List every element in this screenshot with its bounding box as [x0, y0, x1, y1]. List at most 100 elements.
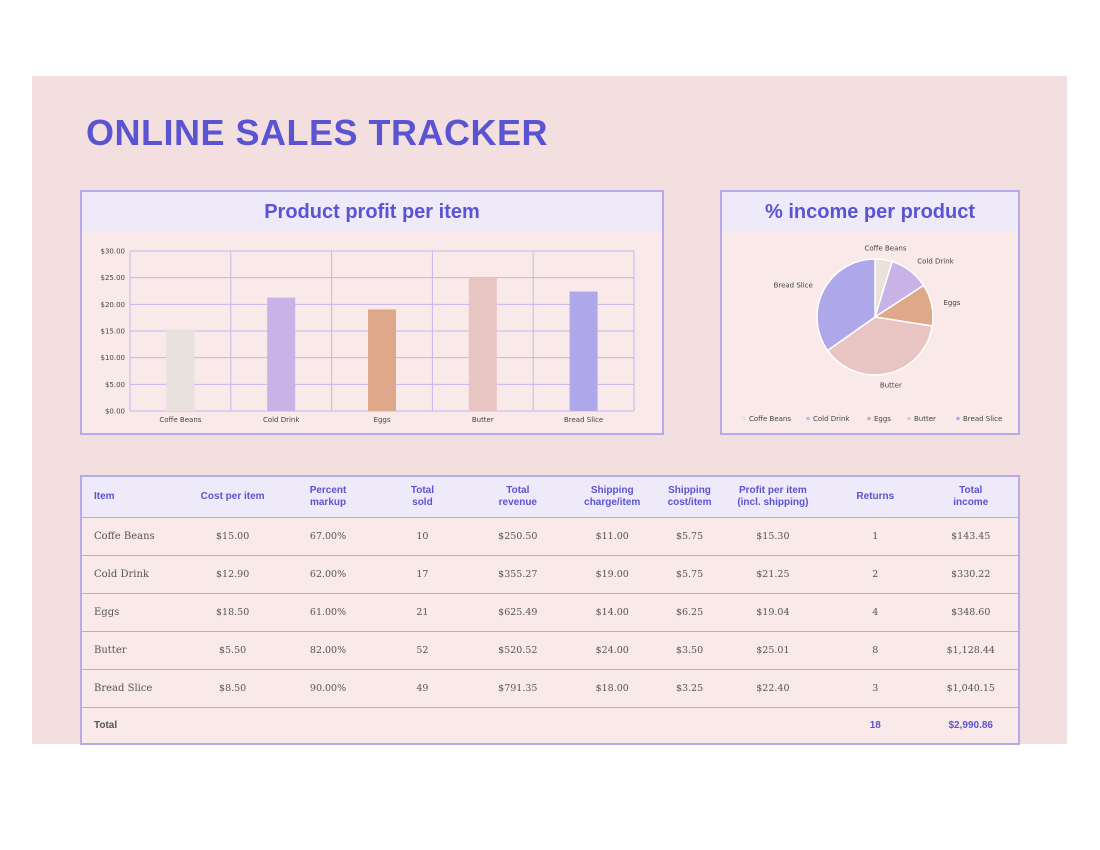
x-tick-label: Coffe Beans — [159, 416, 201, 424]
table-cell: $14.00 — [595, 606, 629, 618]
column-header: Item — [82, 477, 182, 517]
column-header-text: Total — [410, 484, 434, 496]
column-header: Total sold — [373, 477, 471, 517]
y-tick-label: $5.00 — [105, 381, 125, 389]
table-cell: $12.90 — [216, 568, 250, 580]
column-header-text: revenue — [498, 496, 537, 508]
bar — [368, 309, 396, 411]
table-cell: 17 — [416, 568, 429, 580]
legend-label: Bread Slice — [963, 415, 1002, 423]
x-tick-label: Butter — [472, 416, 494, 424]
table-row: Coffe Beans $15.00 67.00% 10 $250.50 $11.00 $5… — [82, 517, 1018, 555]
bar-chart: $0.00 $5.00 $10.00 $15.00 $20.00 $25.00 $30.00… — [101, 248, 635, 424]
x-tick-label: Cold Drink — [263, 416, 300, 424]
legend-label: Coffe Beans — [749, 415, 791, 423]
table-cell: $348.60 — [951, 606, 991, 618]
table-cell: 82.00% — [309, 644, 347, 656]
column-header-text: Item — [94, 490, 115, 502]
table-cell: 21 — [416, 606, 429, 618]
item-name: Eggs — [94, 606, 120, 618]
column-header-text: Percent — [309, 484, 347, 496]
table-cell: $5.75 — [675, 568, 704, 580]
column-header-text: charge/item — [584, 496, 641, 508]
item-name: Bread Slice — [94, 682, 153, 694]
table-total-row: Total 18 $2,990.86 — [82, 707, 1018, 744]
bar — [468, 277, 497, 411]
table-cell: 2 — [872, 568, 879, 580]
y-tick-label: $10.00 — [101, 354, 126, 362]
table-cell: 67.00% — [309, 530, 347, 542]
pie-slice-label: Coffe Beans — [864, 244, 906, 252]
bar — [166, 329, 195, 411]
table-cell: $15.30 — [756, 530, 790, 542]
column-header-text: Total — [506, 484, 530, 496]
table-cell: 3 — [872, 682, 879, 694]
column-header: Total income — [924, 477, 1018, 517]
legend-label: Cold Drink — [813, 415, 850, 423]
column-header: Shipping cost/item — [660, 477, 718, 517]
table-cell: $22.40 — [756, 682, 790, 694]
item-name: Cold Drink — [94, 568, 149, 580]
column-header: Profit per item (incl. shipping) — [719, 477, 827, 517]
column-header-text: Shipping — [590, 484, 634, 496]
y-tick-label: $25.00 — [101, 274, 126, 282]
table-cell: $3.50 — [675, 644, 704, 656]
table-cell: $6.25 — [675, 606, 704, 618]
item-name: Butter — [94, 644, 127, 656]
legend-marker — [742, 416, 746, 421]
table-cell: 52 — [416, 644, 429, 656]
table-cell: $520.52 — [498, 644, 538, 656]
page-title: ONLINE SALES TRACKER — [86, 112, 549, 153]
table-cell: $3.25 — [675, 682, 704, 694]
table-cell: $250.50 — [498, 530, 538, 542]
table-cell: 49 — [416, 682, 429, 694]
table-cell: $11.00 — [595, 530, 629, 542]
column-header-text: cost/item — [667, 496, 712, 508]
pie-chart-title: % income per product — [722, 192, 1018, 232]
legend-marker — [907, 416, 911, 421]
column-header-text: (incl. shipping) — [737, 496, 809, 508]
table-header-row: Item Cost per item Percent markup Total sold T… — [82, 477, 1018, 517]
column-header-text: Total — [959, 484, 983, 496]
pie-chart-panel: % income per product Coffe Beans Cold Dri… — [720, 190, 1020, 435]
bar-chart-title: Product profit per item — [82, 192, 662, 232]
column-header-text: markup — [309, 496, 347, 508]
y-tick-label: $20.00 — [101, 301, 126, 309]
table-row: Cold Drink $12.90 62.00% 17 $355.27 $19.00 $5.… — [82, 555, 1018, 593]
table-cell: $19.04 — [756, 606, 790, 618]
pie-slice-label: Eggs — [943, 299, 960, 307]
table-cell: $143.45 — [951, 530, 991, 542]
pie-slice — [826, 316, 934, 376]
column-header-text: Returns — [856, 490, 895, 502]
table-cell: $5.75 — [675, 530, 704, 542]
table-cell: $24.00 — [595, 644, 629, 656]
column-header: Percent markup — [283, 477, 373, 517]
column-header-text: Profit per item — [738, 484, 807, 496]
table-cell: $15.00 — [216, 530, 250, 542]
x-tick-label: Eggs — [374, 416, 391, 424]
table-cell: $25.01 — [756, 644, 790, 656]
table-cell: 62.00% — [309, 568, 347, 580]
sales-table-panel: Item Cost per item Percent markup Total sold T… — [80, 475, 1020, 745]
bar — [569, 291, 598, 411]
table-row: Bread Slice $8.50 90.00% 49 $791.35 $18.00 $3.… — [82, 669, 1018, 707]
table-cell: $21.25 — [756, 568, 790, 580]
table-cell: $18.50 — [216, 606, 250, 618]
column-header: Shipping charge/item — [564, 477, 660, 517]
legend-label: Butter — [914, 415, 936, 423]
table-cell: $18.00 — [595, 682, 629, 694]
x-tick-label: Bread Slice — [564, 416, 603, 424]
column-header-text: income — [953, 496, 989, 508]
legend-marker — [806, 416, 810, 421]
y-tick-label: $0.00 — [105, 408, 125, 416]
column-header-text: Shipping — [668, 484, 711, 496]
table-cell: $330.22 — [951, 568, 991, 580]
table-cell: 90.00% — [309, 682, 347, 694]
pie-slice-label: Bread Slice — [774, 281, 813, 289]
total-returns: 18 — [869, 720, 881, 732]
table-cell: 8 — [872, 644, 879, 656]
table-cell: $791.35 — [498, 682, 538, 694]
bar — [267, 297, 296, 411]
pie-slice — [816, 258, 876, 352]
total-income: $2,990.86 — [948, 720, 994, 732]
